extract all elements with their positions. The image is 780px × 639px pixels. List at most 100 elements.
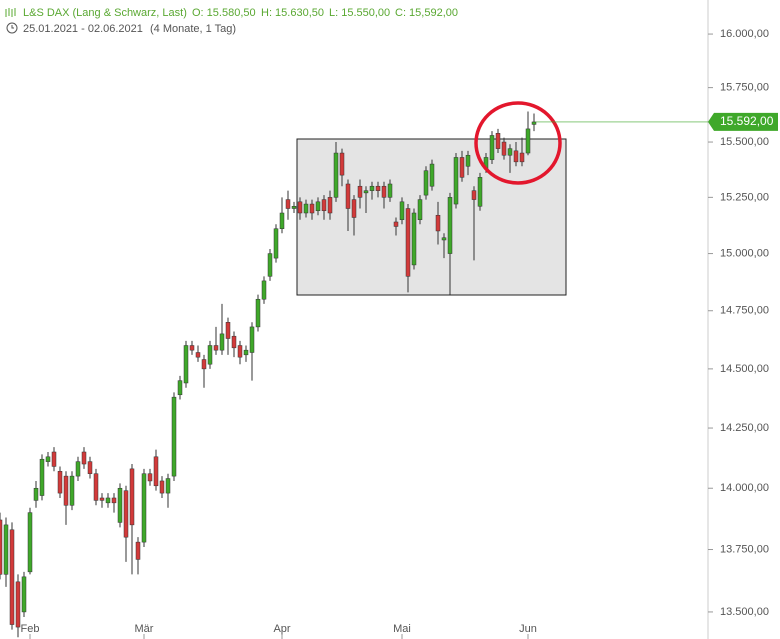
candle-body: [525, 128, 531, 154]
candle-body: [243, 349, 249, 356]
candle-body: [327, 197, 333, 214]
candle-body: [195, 352, 201, 358]
candle-body: [459, 157, 465, 178]
candle-body: [183, 345, 189, 384]
candle-body: [45, 456, 51, 462]
candle-body: [333, 152, 339, 198]
y-tick-label: 15.750,00: [720, 82, 769, 94]
y-tick-label: 13.500,00: [720, 606, 769, 618]
candle-body: [237, 345, 243, 358]
date-range: 25.01.2021 - 02.06.2021: [23, 23, 143, 35]
y-tick-label: 14.000,00: [720, 482, 769, 494]
candle-body: [279, 212, 285, 229]
open-label: O: 15.580,50: [192, 7, 256, 19]
candle-body: [69, 475, 75, 506]
candle-body: [519, 152, 525, 163]
y-tick-label: 14.500,00: [720, 363, 769, 375]
candle-body: [267, 253, 273, 277]
candle-body: [111, 497, 117, 504]
candle-body: [231, 335, 237, 349]
candle-body: [63, 475, 69, 506]
candle-body: [213, 345, 219, 351]
candle-body: [381, 185, 387, 198]
candle-body: [177, 380, 183, 396]
candle-body: [435, 214, 441, 232]
candle-body: [501, 141, 507, 156]
candle-body: [87, 461, 93, 474]
candle-body: [345, 183, 351, 209]
x-tick-label: Feb: [21, 623, 40, 635]
candle-body: [363, 190, 369, 194]
candle-body: [489, 135, 495, 160]
candle-body: [405, 208, 411, 277]
candle-body: [447, 197, 453, 254]
candle-body: [465, 154, 471, 167]
candle-body: [273, 228, 279, 259]
candle-body: [117, 487, 123, 523]
candle-body: [219, 333, 225, 351]
highlight-circle: [474, 101, 562, 185]
x-tick-label: Jun: [519, 623, 537, 635]
candle-body: [261, 280, 267, 300]
candle-body: [315, 201, 321, 212]
candle-body: [189, 345, 195, 351]
candle-body: [207, 345, 213, 365]
candle-body: [309, 203, 315, 214]
candle-body: [81, 451, 87, 465]
candle-body: [351, 199, 357, 218]
candle-body: [75, 461, 81, 477]
candle-body: [135, 541, 141, 560]
candle-body: [399, 201, 405, 220]
candle-body: [471, 190, 477, 200]
candle-body: [453, 157, 459, 205]
x-tick-label: Apr: [273, 623, 290, 635]
candle-body: [297, 201, 303, 214]
candle-body: [393, 221, 399, 227]
clock-icon: [6, 22, 18, 34]
candle-body: [147, 473, 153, 482]
candle-body: [477, 177, 483, 207]
y-tick-label: 16.000,00: [720, 28, 769, 40]
y-tick-label: 14.250,00: [720, 422, 769, 434]
candle-body: [105, 497, 111, 504]
candle-body: [441, 237, 447, 241]
candle-body: [417, 199, 423, 220]
high-label: H: 15.630,50: [261, 7, 324, 19]
candle-body: [27, 512, 33, 573]
candle-body: [531, 121, 537, 125]
candle-body: [15, 581, 21, 628]
candle-body: [21, 576, 27, 613]
candle-body: [411, 212, 417, 266]
candle-body: [225, 322, 231, 339]
candle-body: [93, 473, 99, 501]
close-label: C: 15,592,00: [395, 7, 458, 19]
candle-body: [3, 524, 9, 575]
candle-body: [123, 490, 129, 538]
candle-body: [9, 529, 15, 625]
candle-body: [39, 458, 45, 496]
y-tick-label: 15.000,00: [720, 247, 769, 259]
candle-body: [291, 206, 297, 209]
candle-body: [129, 468, 135, 526]
candle-body: [369, 185, 375, 191]
y-tick-label: 15.250,00: [720, 191, 769, 203]
y-tick-label: 14.750,00: [720, 305, 769, 317]
candle-body: [249, 326, 255, 353]
low-label: L: 15.550,00: [329, 7, 390, 19]
candle-body: [513, 150, 519, 163]
y-tick-label: 15.500,00: [720, 136, 769, 148]
instrument-title: L&S DAX (Lang & Schwarz, Last): [23, 7, 187, 19]
candle-body: [165, 478, 171, 494]
candle-body: [33, 487, 39, 501]
chart-icon: [5, 8, 16, 17]
candle-body: [57, 471, 63, 494]
candle-body: [303, 203, 309, 214]
candle-body: [423, 170, 429, 196]
candle-body: [375, 185, 381, 191]
clock-hands: [11, 25, 14, 29]
x-tick-label: Mai: [393, 623, 411, 635]
candle-body: [99, 497, 105, 501]
candle-body: [255, 298, 261, 328]
